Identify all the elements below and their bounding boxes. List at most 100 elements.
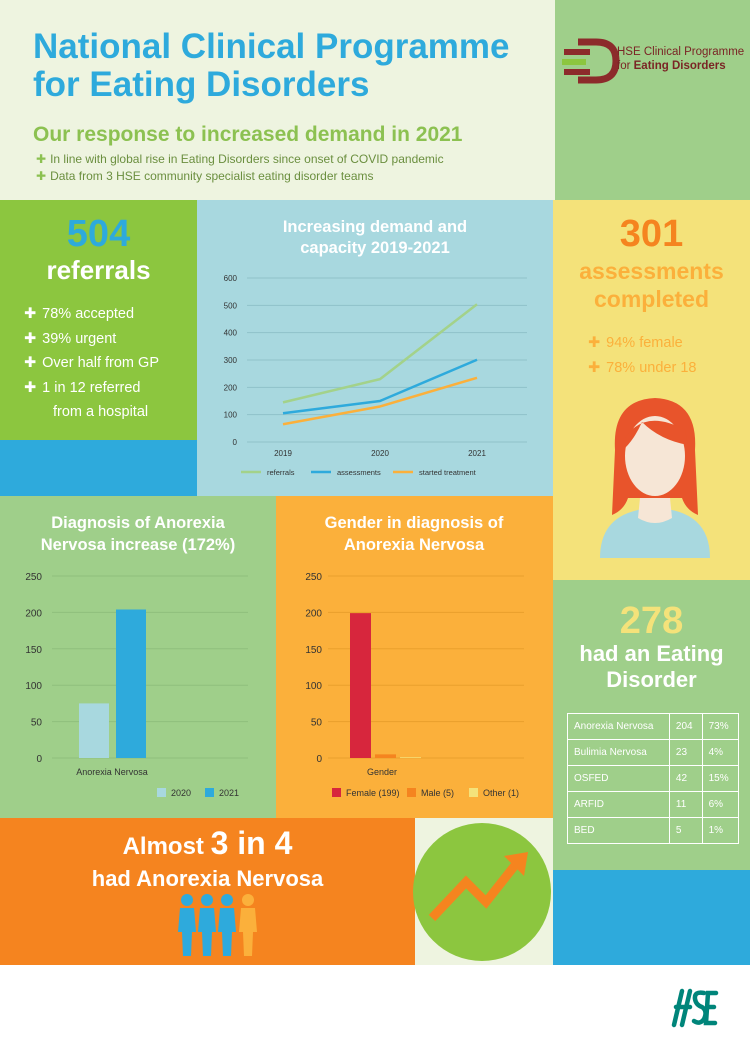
- bar-2020: [79, 703, 109, 758]
- line-chart-title-2: capacity 2019-2021: [300, 239, 450, 257]
- bar-Other-1-: [400, 757, 421, 759]
- list-item: ✚ 78% accepted: [24, 306, 135, 322]
- x-tick-label: 2019: [274, 449, 292, 458]
- referrals-number: 504: [66, 213, 131, 255]
- footer: [0, 965, 750, 1055]
- x-category-label: Anorexia Nervosa: [76, 767, 148, 777]
- hse-logo-icon: [671, 988, 719, 1028]
- y-tick-label: 100: [224, 411, 238, 420]
- table-row: Bulimia Nervosa 23 4%: [567, 739, 740, 766]
- page-title: National Clinical Programme for Eating D…: [33, 28, 510, 104]
- y-tick-label: 50: [31, 718, 43, 729]
- series-line-assessments: [282, 358, 478, 415]
- table-row: OSFED 42 15%: [567, 765, 740, 792]
- y-tick-label: 200: [25, 608, 42, 619]
- header-bullet: ✚ Data from 3 HSE community specialist ea…: [36, 169, 374, 183]
- referrals-list: ✚ 78% accepted ✚ 39% urgent ✚ Over half fro…: [24, 302, 159, 425]
- plus-icon: ✚: [24, 355, 37, 371]
- woman-illustration-icon: [600, 398, 710, 558]
- legend-label: started treatment: [419, 468, 477, 477]
- chart-title-line-1: Gender in diagnosis of: [325, 514, 504, 532]
- list-item: ✚ 39% urgent: [24, 330, 117, 347]
- chart-title-line-2: Anorexia Nervosa: [344, 536, 485, 554]
- plus-icon: ✚: [36, 152, 47, 166]
- x-tick-label: 2021: [468, 449, 486, 458]
- eating-disorder-label: had an Eating Disorder: [579, 641, 724, 692]
- bar-2021: [116, 609, 146, 758]
- assessments-label: assessments completed: [579, 258, 724, 312]
- plus-icon: ✚: [588, 359, 601, 376]
- y-tick-label: 200: [224, 383, 238, 392]
- anorexia-banner-text: Almost 3 in 4 had Anorexia Nervosa: [91, 825, 324, 891]
- legend-swatch: [407, 788, 416, 797]
- y-tick-label: 250: [305, 572, 322, 583]
- legend-label: Female (199): [346, 788, 400, 798]
- plus-icon: ✚: [24, 330, 37, 347]
- list-item: ✚ 94% female: [588, 335, 683, 351]
- line-chart-panel: [197, 200, 553, 496]
- table-row: Anorexia Nervosa 204 73%: [567, 713, 740, 740]
- y-tick-label: 100: [25, 681, 42, 692]
- eating-disorder-table: Anorexia Nervosa 204 73% Bulimia Nervosa 23…: [567, 713, 740, 844]
- plus-icon: ✚: [588, 335, 601, 351]
- x-category-label: Gender: [367, 767, 397, 777]
- header-section: [0, 0, 555, 200]
- y-tick-label: 50: [311, 718, 323, 729]
- anorexia-increase-chart: Diagnosis of Anorexia Nervosa increase (1…: [25, 514, 248, 798]
- title-line-2: for Eating Disorders: [33, 65, 370, 104]
- y-tick-label: 200: [305, 608, 322, 619]
- plus-icon: ✚: [36, 169, 47, 183]
- referrals-card: [0, 200, 197, 440]
- y-tick-label: 150: [25, 645, 42, 656]
- series-line-referrals: [282, 303, 478, 404]
- series-line-started-treatment: [282, 376, 478, 426]
- logo-panel: [555, 0, 750, 200]
- eating-disorder-number: 278: [619, 600, 684, 642]
- y-tick-label: 150: [305, 645, 322, 656]
- plus-icon: ✚: [24, 306, 37, 322]
- list-item: ✚ Over half from GP: [24, 355, 159, 371]
- y-tick-label: 100: [305, 681, 322, 692]
- y-tick-label: 0: [316, 754, 322, 765]
- y-tick-label: 500: [224, 301, 238, 310]
- blue-strip: [553, 870, 750, 965]
- legend-swatch: [469, 788, 478, 797]
- list-item: ✚ 78% under 18: [588, 359, 697, 376]
- programme-logo: HSE Clinical Programme for Eating Disord…: [560, 38, 745, 86]
- bar-Male-5-: [375, 754, 396, 758]
- growth-arrow-icon: [413, 823, 551, 961]
- legend-label: Male (5): [421, 788, 454, 798]
- x-tick-label: 2020: [371, 449, 389, 458]
- gender-chart: Gender in diagnosis of Anorexia Nervosa 0 5…: [305, 514, 524, 798]
- y-tick-label: 0: [233, 438, 238, 447]
- gender-chart-panel: [276, 496, 553, 818]
- header-bullet: ✚ In line with global rise in Eating Diso…: [36, 152, 444, 166]
- list-item: ✚ 1 in 12 referred: [24, 379, 141, 396]
- legend-label: 2020: [171, 788, 191, 798]
- y-tick-label: 0: [36, 754, 42, 765]
- y-tick-label: 400: [224, 329, 238, 338]
- table-row: ARFID 11 6%: [567, 791, 740, 818]
- plus-icon: ✚: [24, 379, 37, 396]
- chart-title-line-2: Nervosa increase (172%): [41, 536, 235, 554]
- referrals-blue-strip: [0, 440, 197, 496]
- legend-swatch: [157, 788, 166, 797]
- legend-label: assessments: [337, 468, 381, 477]
- legend-swatch: [205, 788, 214, 797]
- y-tick-label: 600: [224, 274, 238, 283]
- assessments-list: ✚ 94% female ✚ 78% under 18: [588, 331, 696, 380]
- people-icon: [178, 894, 257, 956]
- bar-Female-199-: [350, 613, 371, 758]
- line-chart: Increasing demand and capacity 2019-2021…: [224, 218, 527, 477]
- chart-title-line-1: Diagnosis of Anorexia: [51, 514, 225, 532]
- line-chart-title-1: Increasing demand and: [283, 218, 467, 236]
- legend-label: referrals: [267, 468, 295, 477]
- logo-text-line-1: HSE Clinical Programme: [617, 46, 745, 58]
- list-item: from a hospital: [53, 404, 149, 420]
- page-subtitle: Our response to increased demand in 2021: [33, 123, 463, 146]
- logo-text-line-2: for Eating Disorders: [617, 60, 726, 72]
- y-tick-label: 300: [224, 356, 238, 365]
- referrals-label: referrals: [46, 255, 151, 285]
- legend-label: 2021: [219, 788, 239, 798]
- legend-label: Other (1): [483, 788, 519, 798]
